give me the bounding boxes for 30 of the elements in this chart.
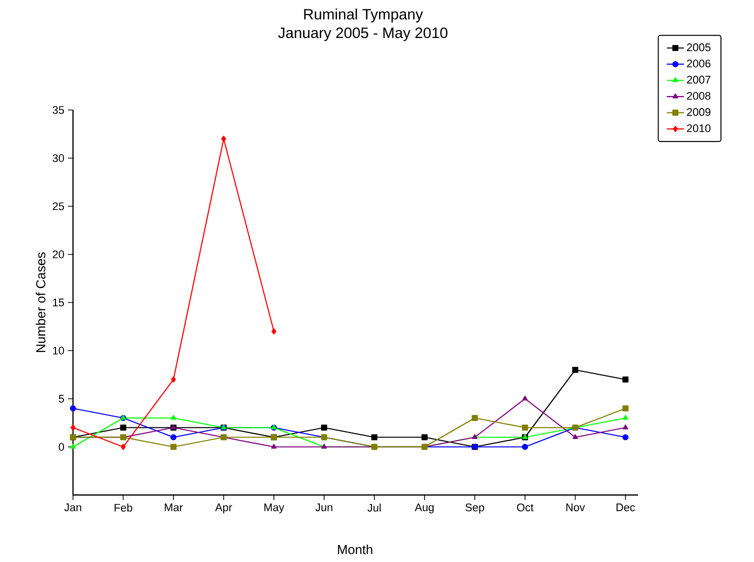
y-axis-title: Number of Cases — [36, 252, 46, 352]
y-tick-label: 30 — [52, 154, 64, 162]
legend-label: 2006 — [687, 60, 710, 68]
legend-label: 2008 — [687, 92, 710, 100]
y-tick-label: 20 — [52, 250, 64, 258]
x-axis-title: Month — [338, 544, 372, 554]
x-tick-label: Dec — [616, 504, 635, 512]
x-tick-label: Apr — [215, 504, 232, 514]
x-tick-label: Sep — [466, 504, 484, 514]
x-tick-label: Oct — [516, 504, 534, 512]
chart-subtitle: January 2005 - May 2010 — [278, 28, 448, 42]
x-tick-label: Aug — [414, 504, 434, 514]
x-tick-label: Jun — [315, 504, 332, 512]
y-tick-label: 35 — [52, 106, 64, 114]
x-tick-label: Mar — [164, 504, 183, 512]
x-tick-label: Feb — [114, 504, 132, 512]
y-tick-label: 15 — [53, 298, 64, 306]
y-tick-label: 5 — [58, 394, 64, 403]
legend-label: 2009 — [687, 108, 710, 116]
y-tick-label: 0 — [58, 442, 64, 451]
x-tick-label: Jan — [64, 504, 82, 512]
x-tick-label: Nov — [566, 504, 585, 512]
x-tick-label: May — [264, 504, 284, 514]
legend-label: 2005 — [687, 43, 710, 52]
y-tick-label: 10 — [53, 346, 64, 355]
x-tick-label: Jul — [367, 504, 381, 512]
legend-label: 2010 — [687, 124, 710, 132]
y-tick-label: 25 — [52, 202, 64, 210]
legend-label: 2007 — [687, 76, 710, 84]
chart-title: Ruminal Tympany — [304, 8, 423, 22]
